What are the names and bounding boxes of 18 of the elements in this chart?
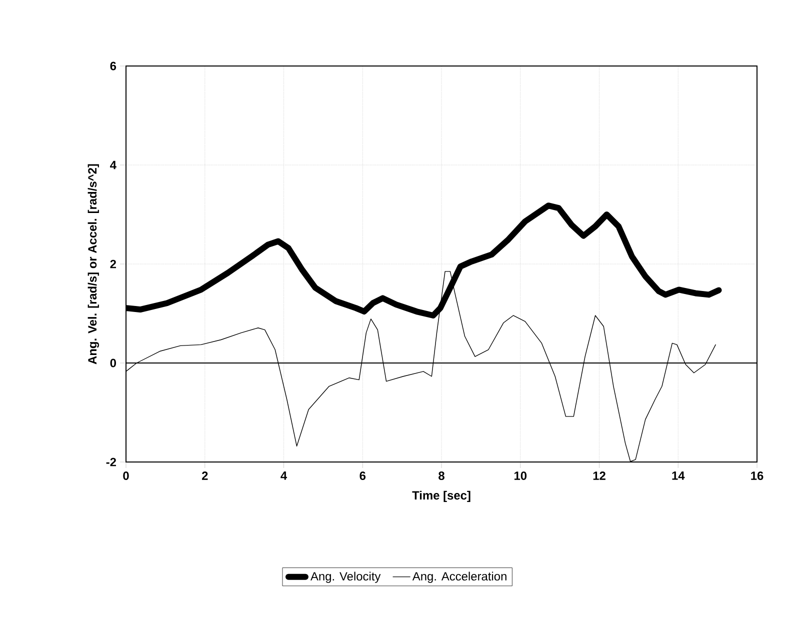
x-tick-label: 6: [360, 472, 366, 480]
y-tick-label: 4: [110, 160, 116, 170]
x-tick-label: 0: [123, 472, 129, 480]
x-tick-label: 14: [672, 472, 685, 480]
x-tick-label: 12: [593, 472, 606, 480]
legend-label: Ang. Acceleration: [412, 572, 506, 583]
x-tick-label: 2: [202, 472, 208, 480]
x-tick-label: 8: [438, 472, 444, 480]
y-tick-label: 2: [110, 260, 116, 268]
x-tick-label: 16: [751, 472, 764, 480]
legend-label: Ang. Velocity: [310, 572, 381, 583]
y-tick-label: -2: [106, 458, 116, 466]
y-tick-label: 0: [110, 358, 116, 368]
y-axis-title: Ang. Vel. [rad/s] or Accel. [rad/s^2]: [88, 164, 100, 364]
x-axis-title: Time [sec]: [412, 490, 470, 502]
y-tick-label: 6: [110, 62, 116, 70]
x-tick-label: 4: [280, 472, 288, 480]
x-tick-label: 10: [514, 472, 527, 480]
